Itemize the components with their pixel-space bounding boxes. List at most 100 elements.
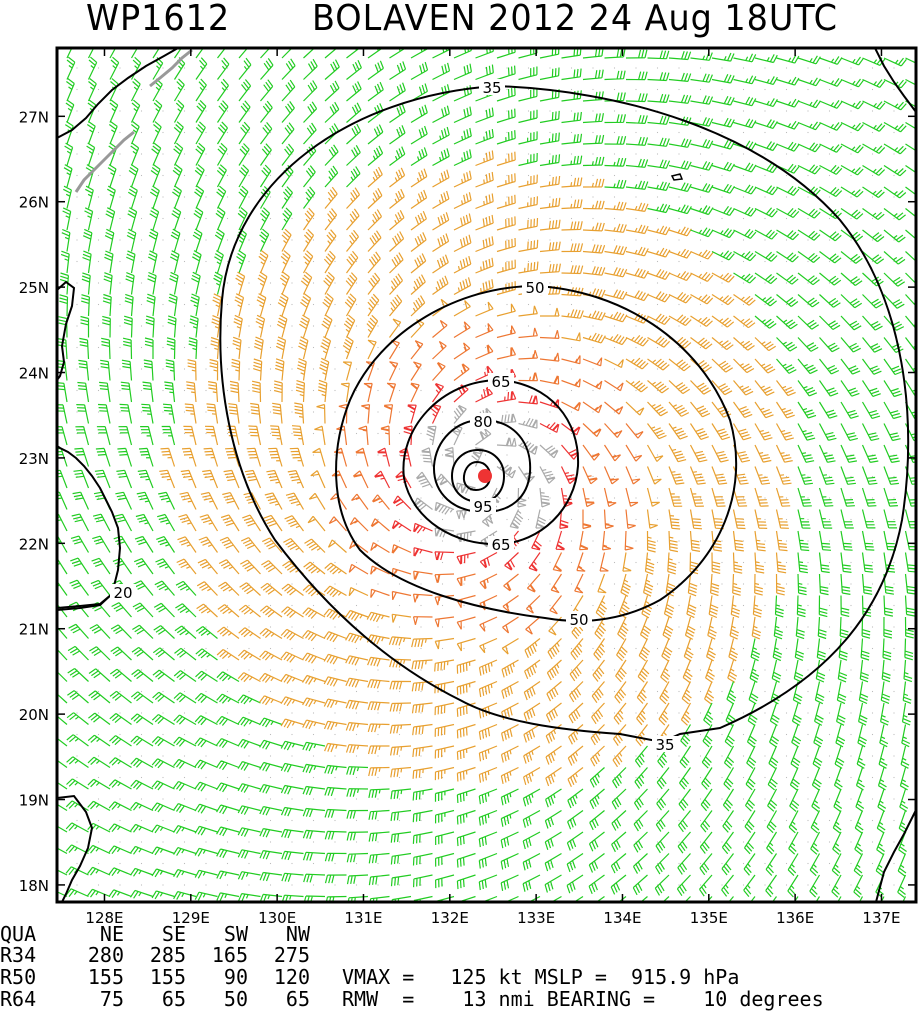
wind-barb — [475, 107, 494, 124]
wind-barb-stroke — [216, 693, 240, 704]
grid-dot — [269, 604, 272, 607]
wind-barb — [545, 745, 562, 765]
wind-barb-stroke — [539, 89, 560, 102]
wind-barb-stroke — [746, 724, 757, 748]
wind-barb — [625, 444, 643, 462]
wind-barb-stroke — [905, 208, 916, 218]
wind-barb — [797, 466, 813, 485]
wind-barb — [819, 229, 842, 242]
grid-dot — [592, 733, 594, 736]
wind-barb — [840, 380, 860, 397]
wind-barb — [795, 616, 805, 640]
wind-barb-stroke — [789, 767, 800, 791]
grid-dot — [656, 475, 659, 478]
grid-dot — [785, 733, 788, 736]
wind-barb-stroke — [181, 447, 197, 467]
wind-barb-stroke — [228, 403, 240, 424]
wind-barb — [568, 702, 584, 724]
wind-barb — [388, 339, 400, 360]
grid-dot — [506, 153, 508, 155]
wind-barb — [283, 537, 304, 553]
wind-barb-stroke — [496, 216, 516, 231]
wind-barb — [582, 466, 598, 485]
wind-barb — [518, 196, 538, 210]
wind-barb — [207, 381, 219, 403]
wind-barb-stroke — [668, 271, 692, 282]
wind-barb — [724, 724, 735, 748]
grid-dot — [140, 131, 143, 134]
wind-barb — [613, 702, 627, 725]
grid-dot — [269, 712, 272, 714]
wind-barb-stroke — [624, 530, 634, 551]
wind-barb-stroke — [257, 271, 268, 295]
wind-barb-stroke — [130, 48, 139, 59]
grid-dot — [140, 862, 143, 865]
wind-barb — [723, 767, 735, 791]
grid-dot — [248, 239, 250, 241]
grid-dot — [140, 411, 143, 413]
wind-barb — [594, 616, 607, 640]
wind-barb-stroke — [434, 637, 455, 650]
wind-barb — [523, 681, 541, 701]
wind-barb-stroke — [109, 713, 132, 725]
wind-barb — [115, 491, 133, 510]
wind-barb — [195, 142, 206, 166]
wind-barb — [552, 552, 563, 572]
wind-barb-stroke — [284, 515, 304, 532]
wind-barb-stroke — [395, 470, 412, 489]
wind-barb-stroke — [259, 207, 271, 231]
grid-dot — [742, 841, 745, 843]
wind-barb — [603, 509, 614, 530]
wind-barb — [57, 781, 68, 790]
wind-barb — [475, 323, 494, 339]
grid-dot — [871, 712, 874, 714]
grid-dot — [527, 217, 530, 220]
wind-barb-stroke — [754, 207, 778, 218]
grid-dot — [657, 906, 658, 907]
wind-barb-stroke — [346, 788, 369, 797]
wind-barb-stroke — [367, 293, 380, 317]
wind-barb — [416, 471, 434, 489]
wind-barb — [479, 594, 498, 611]
wind-barb-stroke — [147, 250, 158, 274]
wind-barb-stroke — [108, 142, 118, 166]
grid-dot — [140, 217, 143, 220]
wind-barb-stroke — [152, 691, 175, 704]
wind-barb-stroke — [60, 250, 70, 274]
wind-barb — [853, 853, 864, 877]
wind-barb — [883, 272, 906, 287]
wind-barb — [238, 121, 251, 145]
wind-barb-stroke — [312, 447, 326, 467]
grid-dot — [850, 841, 852, 843]
wind-barb — [432, 169, 450, 188]
wind-barb-stroke — [116, 469, 133, 489]
wind-barb-stroke — [743, 874, 756, 897]
wind-barb-stroke — [711, 444, 729, 463]
wind-barb — [509, 509, 524, 529]
grid-dot — [871, 733, 874, 736]
grid-dot — [570, 282, 573, 284]
wind-barb — [453, 63, 472, 81]
grid-dot — [398, 110, 401, 112]
wind-barb-stroke — [421, 447, 434, 467]
grid-dot — [119, 798, 121, 800]
grid-dot — [248, 131, 250, 134]
grid-dot — [656, 196, 659, 198]
wind-barb — [190, 293, 200, 317]
wind-barb-stroke — [432, 62, 451, 81]
wind-barb-stroke — [389, 273, 404, 295]
wind-barb — [456, 766, 476, 782]
wind-barb-stroke — [299, 314, 310, 338]
grid-dot — [699, 604, 702, 607]
wind-barb-stroke — [346, 831, 369, 841]
wind-barb — [775, 401, 795, 419]
grid-dot — [484, 346, 487, 349]
wind-barb — [604, 289, 628, 300]
wind-barb-stroke — [704, 681, 715, 705]
grid-dot — [549, 862, 551, 865]
wind-barb-stroke — [566, 874, 584, 894]
grid-dot — [226, 690, 229, 693]
grid-dot — [162, 282, 164, 284]
wind-barb — [340, 382, 350, 403]
grid-dot — [678, 776, 680, 779]
